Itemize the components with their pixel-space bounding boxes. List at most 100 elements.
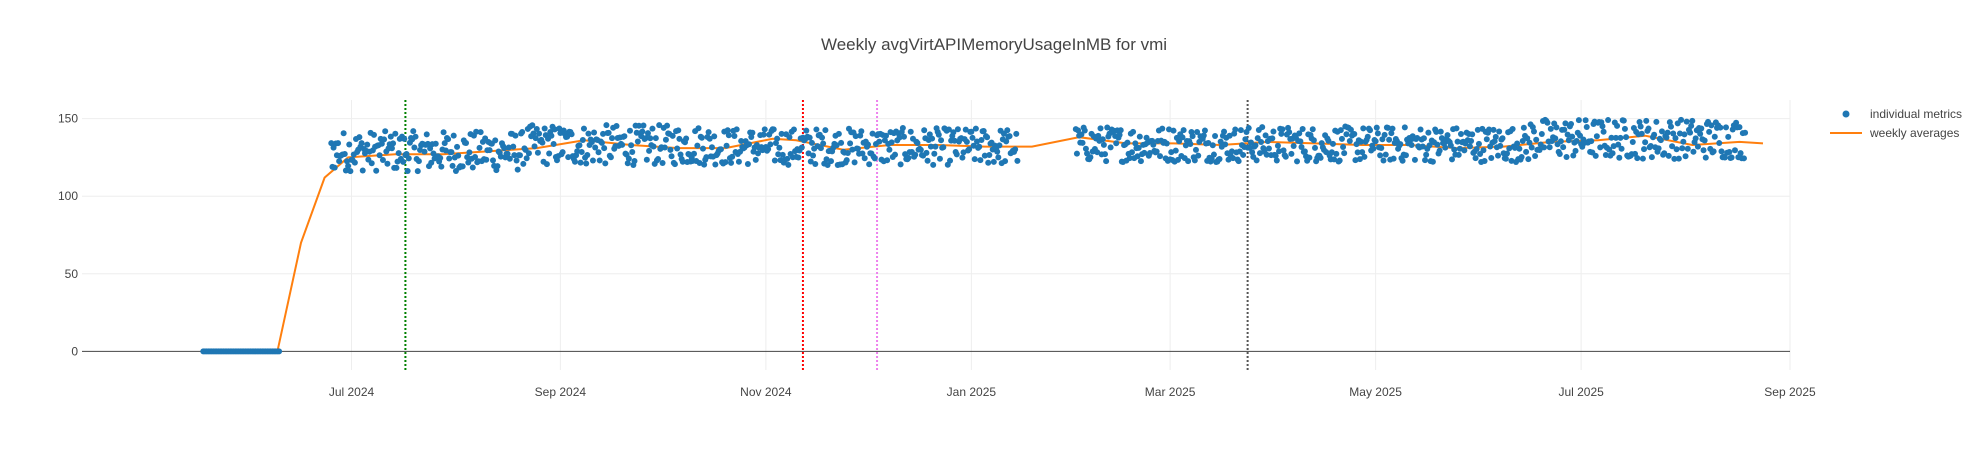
data-point bbox=[1556, 151, 1563, 158]
data-point bbox=[446, 155, 453, 162]
data-point bbox=[749, 129, 756, 136]
individual-metrics-series bbox=[200, 116, 1749, 355]
data-point bbox=[1411, 156, 1418, 163]
data-point bbox=[328, 140, 335, 147]
data-point bbox=[803, 127, 810, 134]
data-point bbox=[1563, 153, 1570, 160]
data-point bbox=[642, 135, 649, 142]
data-point bbox=[626, 127, 633, 134]
data-point bbox=[1496, 128, 1503, 135]
data-point bbox=[1079, 139, 1086, 146]
data-point bbox=[1360, 125, 1367, 132]
data-point bbox=[674, 145, 681, 152]
data-point bbox=[415, 158, 422, 165]
y-tick-label: 150 bbox=[58, 112, 78, 126]
data-point bbox=[1157, 153, 1164, 160]
data-point bbox=[947, 157, 954, 164]
data-point bbox=[1301, 148, 1308, 155]
data-point bbox=[1237, 127, 1244, 134]
data-point bbox=[701, 161, 708, 168]
data-point bbox=[969, 134, 976, 141]
data-point bbox=[1159, 125, 1166, 132]
data-point bbox=[601, 145, 608, 152]
data-point bbox=[731, 133, 738, 140]
legend-label: individual metrics bbox=[1870, 107, 1962, 121]
data-point bbox=[1642, 139, 1649, 146]
data-point bbox=[276, 348, 283, 355]
data-point bbox=[963, 138, 970, 145]
data-point bbox=[806, 134, 813, 141]
data-point bbox=[907, 128, 914, 135]
data-point bbox=[336, 158, 343, 165]
data-point bbox=[1547, 125, 1554, 132]
data-point bbox=[401, 135, 408, 142]
data-point bbox=[438, 163, 445, 170]
data-point bbox=[1525, 156, 1532, 163]
data-point bbox=[1367, 127, 1374, 134]
data-point bbox=[1097, 125, 1104, 132]
data-point bbox=[765, 146, 772, 153]
data-point bbox=[699, 145, 706, 152]
data-point bbox=[1130, 128, 1137, 135]
data-point bbox=[533, 126, 540, 133]
data-point bbox=[1082, 145, 1089, 152]
data-point bbox=[635, 122, 642, 129]
data-point bbox=[1351, 131, 1358, 138]
data-point bbox=[912, 151, 919, 158]
data-point bbox=[1417, 126, 1424, 133]
data-point bbox=[738, 138, 745, 145]
data-point bbox=[483, 156, 490, 163]
data-point bbox=[1526, 139, 1533, 146]
data-point bbox=[729, 153, 736, 160]
data-point bbox=[1317, 154, 1324, 161]
data-point bbox=[897, 161, 904, 168]
data-point bbox=[1100, 141, 1107, 148]
data-point bbox=[820, 140, 827, 147]
data-point bbox=[1634, 155, 1641, 162]
data-point bbox=[1546, 144, 1553, 151]
data-point bbox=[1451, 146, 1458, 153]
data-point bbox=[1474, 126, 1481, 133]
data-point bbox=[1641, 146, 1648, 153]
data-point bbox=[931, 150, 938, 157]
data-point bbox=[676, 135, 683, 142]
data-point bbox=[1600, 128, 1607, 135]
data-point bbox=[530, 130, 537, 137]
data-point bbox=[441, 140, 448, 147]
data-point bbox=[1722, 124, 1729, 131]
data-point bbox=[1390, 155, 1397, 162]
data-point bbox=[1384, 124, 1391, 131]
data-point bbox=[1466, 143, 1473, 150]
data-point bbox=[624, 160, 631, 167]
data-point bbox=[346, 141, 353, 148]
data-point bbox=[1217, 138, 1224, 145]
data-point bbox=[1294, 158, 1301, 165]
data-point bbox=[905, 154, 912, 161]
data-point bbox=[501, 145, 508, 152]
data-point bbox=[580, 125, 587, 132]
data-point bbox=[477, 129, 484, 136]
data-point bbox=[340, 130, 347, 137]
data-point bbox=[1172, 147, 1179, 154]
data-point bbox=[1434, 141, 1441, 148]
data-point bbox=[1242, 136, 1249, 143]
data-point bbox=[706, 135, 713, 142]
data-point bbox=[1562, 120, 1569, 127]
data-point bbox=[568, 131, 575, 138]
data-point bbox=[1382, 151, 1389, 158]
data-point bbox=[432, 140, 439, 147]
data-point bbox=[1078, 131, 1085, 138]
data-point bbox=[1269, 135, 1276, 142]
data-point bbox=[382, 128, 389, 135]
data-point bbox=[1504, 150, 1511, 157]
data-point bbox=[1134, 153, 1141, 160]
data-point bbox=[712, 161, 719, 168]
data-point bbox=[625, 155, 632, 162]
data-point bbox=[835, 130, 842, 137]
data-point bbox=[1726, 148, 1733, 155]
data-point bbox=[945, 126, 952, 133]
data-point bbox=[691, 150, 698, 157]
data-point bbox=[376, 152, 383, 159]
data-point bbox=[459, 163, 466, 170]
data-point bbox=[1692, 135, 1699, 142]
